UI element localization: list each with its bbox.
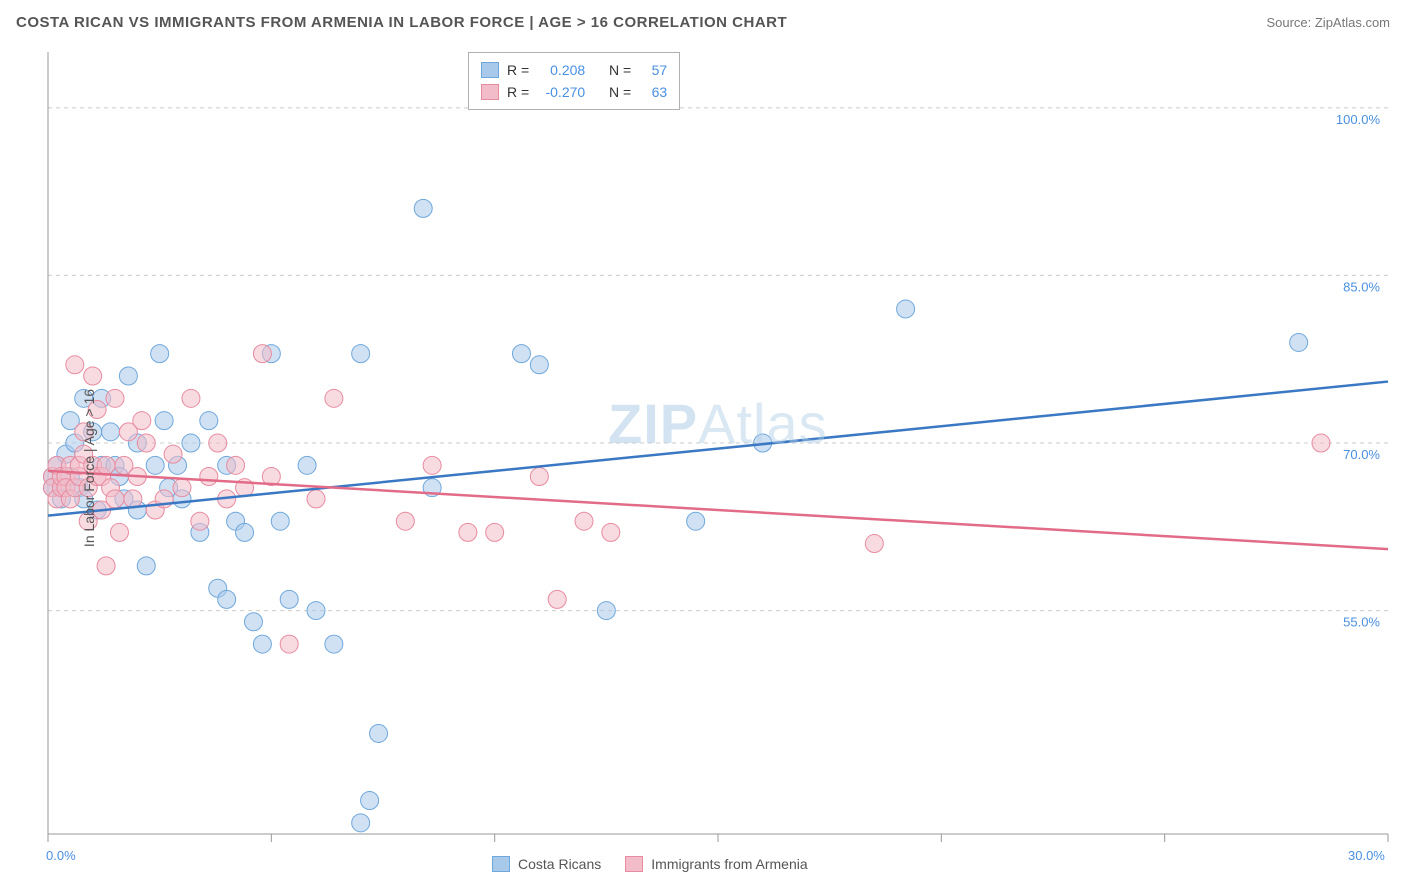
legend-label: Costa Ricans [518, 856, 601, 872]
n-value: 57 [639, 59, 667, 81]
svg-text:55.0%: 55.0% [1343, 615, 1380, 630]
scatter-chart: 55.0% 70.0% 85.0% 100.0% [0, 44, 1406, 892]
stats-legend: R = 0.208 N = 57 R = -0.270 N = 63 [468, 52, 680, 110]
legend-item: Costa Ricans [492, 856, 601, 872]
chart-title: COSTA RICAN VS IMMIGRANTS FROM ARMENIA I… [16, 14, 787, 31]
stats-row: R = -0.270 N = 63 [481, 81, 667, 103]
chart-container: In Labor Force | Age > 16 55.0% 70.0% 85.0… [0, 44, 1406, 892]
legend-swatch [481, 84, 499, 100]
r-label: R = [507, 59, 529, 81]
source-label: Source: ZipAtlas.com [1266, 15, 1390, 30]
r-label: R = [507, 81, 529, 103]
legend-item: Immigrants from Armenia [625, 856, 807, 872]
svg-text:85.0%: 85.0% [1343, 279, 1380, 294]
x-axis-label-min: 0.0% [46, 848, 76, 863]
n-label: N = [609, 81, 631, 103]
n-value: 63 [639, 81, 667, 103]
legend-swatch [625, 856, 643, 872]
n-label: N = [609, 59, 631, 81]
r-value: -0.270 [537, 81, 585, 103]
y-axis-label: In Labor Force | Age > 16 [81, 389, 97, 547]
svg-text:100.0%: 100.0% [1336, 112, 1381, 127]
svg-text:70.0%: 70.0% [1343, 447, 1380, 462]
legend-swatch [481, 62, 499, 78]
x-axis-label-max: 30.0% [1348, 848, 1385, 863]
legend-swatch [492, 856, 510, 872]
r-value: 0.208 [537, 59, 585, 81]
series-legend: Costa Ricans Immigrants from Armenia [492, 856, 808, 872]
stats-row: R = 0.208 N = 57 [481, 59, 667, 81]
legend-label: Immigrants from Armenia [651, 856, 807, 872]
